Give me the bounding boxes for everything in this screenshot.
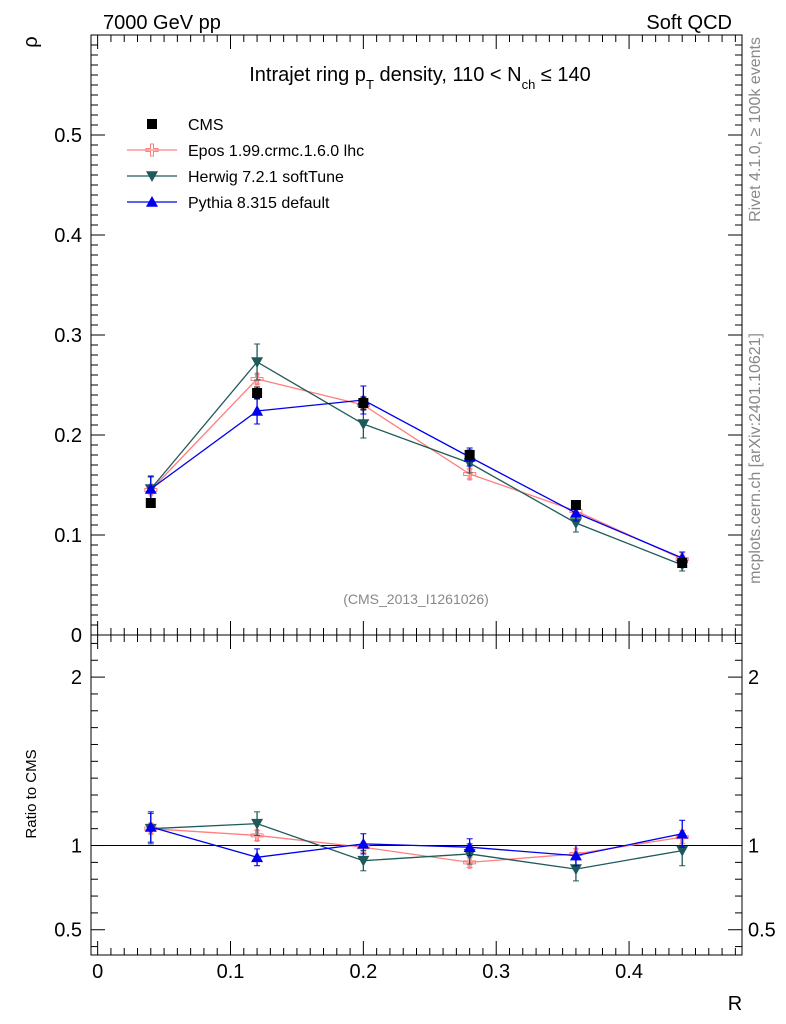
ratio-tick-label-right: 0.5 — [748, 920, 776, 942]
x-tick-label: 0 — [92, 961, 103, 983]
epos-line — [150, 378, 683, 560]
epos-point — [463, 467, 477, 481]
pythia-point — [144, 483, 157, 494]
ratio-tick-label-right: 1 — [748, 836, 759, 858]
legend-herwig-marker — [146, 171, 158, 182]
cms-point — [358, 398, 369, 408]
pythia-ratio-point — [144, 821, 157, 832]
energy-label: 7000 GeV pp — [103, 12, 221, 34]
legend-epos-label: Epos 1.99.crmc.1.6.0 lhc — [188, 143, 364, 160]
pythia-ratio-point — [569, 849, 582, 861]
x-tick-label: 0.2 — [349, 961, 377, 983]
legend-pythia-label: Pythia 8.315 default — [188, 195, 330, 212]
ratio-tick-label: 0.5 — [54, 920, 82, 942]
y-tick-label: 0 — [71, 625, 82, 647]
pythia-line — [150, 399, 683, 559]
y-tick-label: 0.4 — [54, 225, 82, 247]
pythia-ratio-point — [463, 841, 476, 853]
cms-point — [464, 450, 475, 460]
pythia-ratio-line — [150, 826, 683, 858]
x-tick-label: 0.4 — [615, 961, 643, 983]
ratio-axis-label: Ratio to CMS — [23, 749, 40, 838]
pythia-point — [569, 507, 582, 518]
y-tick-label: 0.3 — [54, 325, 82, 347]
axis-ticks: 0 0.1 0.2 0.3 0.4 0 0.1 0.2 0.3 0.4 0.5 0.5 0.5 1 1 2 2 — [54, 34, 776, 983]
herwig-point — [251, 357, 264, 368]
category-label: Soft QCD — [646, 12, 732, 34]
analysis-tag: (CMS_2013_I1261026) — [343, 591, 489, 607]
x-axis-label: R — [728, 993, 742, 1015]
pythia-ratio-point — [676, 827, 689, 839]
y-tick-label: 0.2 — [54, 425, 82, 447]
epos-ratio-line — [150, 828, 683, 864]
ratio-tick-label-right: 2 — [748, 667, 759, 689]
herwig-line — [150, 361, 683, 566]
pythia-point — [251, 405, 264, 416]
ratio-series-group — [144, 811, 689, 882]
pythia-ratio-point — [357, 837, 370, 849]
ratio-tick-label: 2 — [71, 667, 82, 689]
chart-title: Intrajet ring pT density, 110 < Nch ≤ 14… — [249, 64, 591, 92]
ratio-plot-frame — [90, 634, 743, 956]
legend-pythia-marker — [146, 196, 158, 207]
legend: CMS Epos 1.99.crmc.1.6.0 lhc Herwig 7.2.1 … — [127, 117, 364, 212]
epos-ratio-point — [250, 828, 264, 842]
main-series-group — [144, 343, 689, 572]
x-tick-label: 0.1 — [217, 961, 245, 983]
legend-herwig-label: Herwig 7.2.1 softTune — [188, 169, 344, 186]
cms-point — [252, 388, 263, 398]
herwig-ratio-point — [251, 818, 264, 830]
y-axis-label: ρ — [20, 36, 42, 47]
legend-cms-label: CMS — [188, 117, 224, 134]
herwig-ratio-point — [357, 855, 370, 867]
legend-epos-marker — [145, 143, 159, 157]
herwig-point — [357, 419, 370, 430]
ratio-tick-label: 1 — [71, 836, 82, 858]
y-tick-label: 0.5 — [54, 125, 82, 147]
herwig-ratio-point — [569, 864, 582, 876]
cms-point — [145, 498, 156, 508]
cms-point — [677, 558, 688, 568]
legend-cms-marker — [147, 119, 157, 129]
rivet-label: Rivet 4.1.0, ≥ 100k events — [747, 37, 764, 222]
mcplots-label: mcplots.cern.ch [arXiv:2401.10621] — [747, 333, 764, 584]
y-tick-label: 0.1 — [54, 525, 82, 547]
x-tick-label: 0.3 — [482, 961, 510, 983]
herwig-ratio-point — [676, 845, 689, 857]
herwig-ratio-line — [150, 822, 683, 870]
pythia-ratio-point — [251, 851, 264, 863]
cms-point — [570, 500, 581, 510]
